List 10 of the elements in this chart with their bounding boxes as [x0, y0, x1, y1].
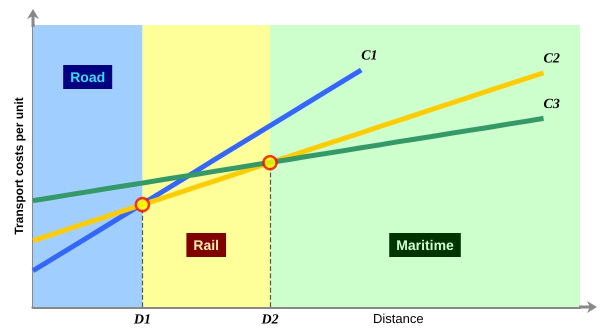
- series-label: C1: [361, 48, 378, 64]
- annotation: Road: [70, 69, 106, 85]
- annotation: Maritime: [396, 237, 454, 253]
- series-label: C2: [544, 51, 560, 66]
- y-axis-title: Transport costs per unit: [12, 97, 26, 235]
- x-axis-title: Distance: [373, 311, 424, 326]
- x-tick-label: D1: [132, 312, 151, 328]
- annotation: Rail: [193, 237, 220, 253]
- x-tick-label: D2: [260, 312, 279, 328]
- series-label: C3: [544, 96, 560, 112]
